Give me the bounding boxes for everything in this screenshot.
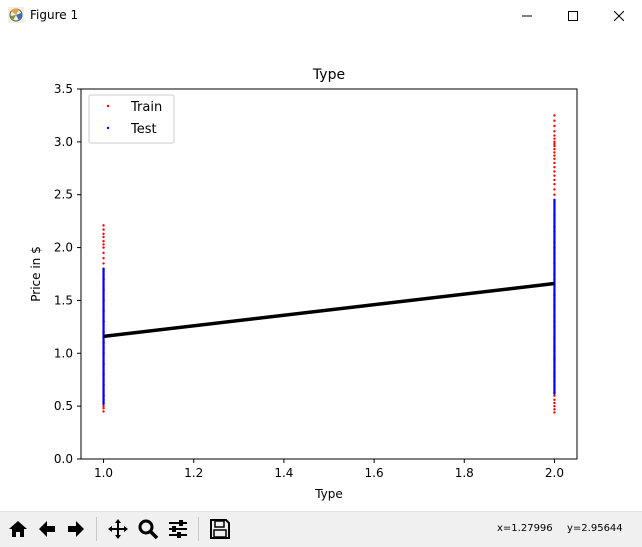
legend-test-label: Test: [130, 122, 157, 137]
window-title: Figure 1: [30, 8, 79, 22]
forward-button[interactable]: [62, 515, 89, 543]
y-tick-label: 2.5: [54, 188, 73, 202]
window-titlebar: Figure 1: [0, 0, 642, 31]
configure-subplots-button[interactable]: [164, 515, 191, 543]
train-point: [553, 130, 556, 133]
train-point: [553, 124, 556, 128]
train-point: [553, 193, 556, 196]
cursor-x-readout: x=1.27996: [497, 523, 553, 534]
train-point: [102, 410, 105, 413]
x-tick-label: 1.6: [365, 466, 384, 480]
train-point: [553, 166, 556, 169]
train-point: [553, 182, 556, 186]
toolbar-separator: [198, 517, 199, 541]
x-axis-label: Type: [314, 487, 343, 501]
y-tick-label: 2.0: [54, 241, 73, 255]
back-button[interactable]: [33, 515, 60, 543]
train-point: [553, 142, 556, 146]
train-point: [553, 154, 556, 157]
plot-frame: [80, 88, 578, 460]
train-point: [553, 398, 556, 401]
train-point: [553, 404, 556, 408]
train-point: [102, 228, 105, 231]
configure-subplots-icon: [168, 520, 187, 538]
train-point: [553, 188, 556, 191]
y-tick-label: 3.0: [54, 135, 73, 149]
zoom-icon: [138, 519, 158, 540]
y-tick-label: 1.5: [54, 293, 73, 307]
y-tick-label: 1.0: [54, 346, 73, 360]
train-point: [102, 404, 105, 408]
train-point: [102, 246, 105, 249]
legend-test-marker: [106, 126, 110, 130]
home-button[interactable]: [4, 515, 31, 543]
close-icon: [614, 10, 624, 21]
train-point: [553, 178, 556, 182]
train-point: [553, 151, 556, 154]
train-point: [553, 114, 556, 117]
maximize-button[interactable]: [550, 0, 596, 31]
x-tick-label: 1.2: [184, 466, 203, 480]
chart: 1.0 1.2 1.4 1.6 1.8 2.0 0.0 0.5 1.0 1.5 2.0 2.5 3.0 3…: [29, 67, 578, 501]
toolbar-separator: [96, 517, 97, 541]
fit-line: [103, 281, 555, 339]
pan-button[interactable]: [104, 515, 131, 543]
train-point: [553, 140, 556, 144]
y-axis-label: Price in $: [29, 246, 43, 301]
pan-icon: [107, 519, 128, 539]
y-tick-label: 3.5: [54, 82, 73, 96]
close-button[interactable]: [596, 0, 642, 31]
train-point: [102, 243, 105, 246]
train-point: [102, 251, 105, 255]
train-point: [102, 256, 105, 260]
train-point: [553, 161, 556, 165]
train-point: [553, 134, 556, 137]
train-point: [553, 148, 556, 151]
legend-box: [88, 94, 175, 144]
train-point: [553, 394, 556, 397]
train-point: [553, 170, 556, 173]
navigation-toolbar: x=1.27996 y=2.95644: [0, 511, 642, 547]
y-tick-label: 0.0: [54, 452, 73, 466]
train-point: [553, 137, 556, 140]
legend-train-label: Train: [130, 100, 162, 115]
train-point: [553, 401, 556, 405]
train-point: [102, 224, 105, 227]
train-point: [102, 232, 105, 236]
train-point: [553, 408, 556, 411]
train-point: [553, 119, 556, 122]
forward-arrow-icon: [67, 521, 84, 537]
train-point: [102, 240, 105, 243]
train-point: [553, 157, 556, 160]
cursor-y-readout: y=2.95644: [567, 523, 623, 534]
chart-title: Type: [312, 67, 345, 83]
save-button[interactable]: [206, 515, 233, 543]
train-point: [553, 174, 556, 177]
home-icon: [8, 521, 27, 537]
matplotlib-app-icon: [8, 7, 24, 23]
y-tick-label: 0.5: [54, 399, 73, 413]
save-icon: [209, 519, 230, 539]
train-point: [102, 407, 105, 410]
train-point: [553, 144, 556, 148]
legend-train-marker: [106, 104, 110, 108]
back-arrow-icon: [38, 521, 55, 537]
figure-canvas[interactable]: 1.0 1.2 1.4 1.6 1.8 2.0 0.0 0.5 1.0 1.5 2.0 2.5 3.0 3…: [0, 31, 642, 511]
train-point: [102, 262, 105, 265]
x-tick-label: 1.8: [455, 466, 474, 480]
legend: Train Test: [88, 94, 175, 144]
x-tick-label: 1.0: [94, 466, 113, 480]
zoom-button[interactable]: [134, 515, 161, 543]
minimize-button[interactable]: [504, 0, 550, 31]
x-tick-label: 2.0: [545, 466, 564, 480]
x-tick-label: 1.4: [274, 466, 293, 480]
train-point: [102, 235, 105, 239]
maximize-icon: [568, 10, 578, 21]
minimize-icon: [522, 15, 532, 16]
train-point: [553, 411, 556, 414]
